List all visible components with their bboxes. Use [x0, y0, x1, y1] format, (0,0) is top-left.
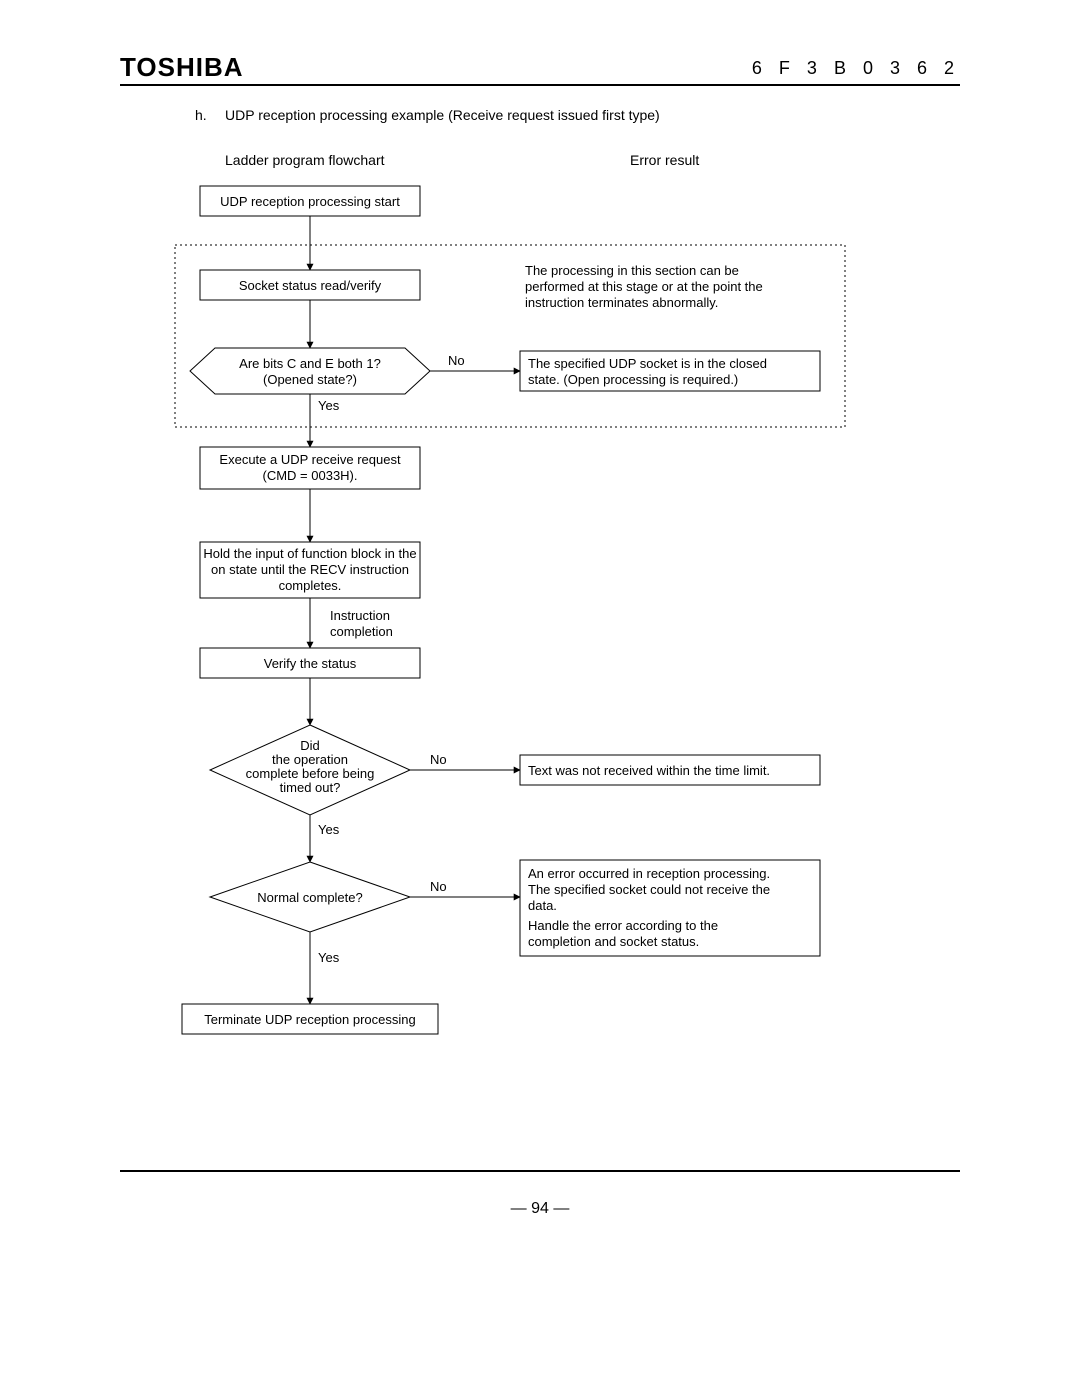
- node-normal-err-l1: An error occurred in reception processin…: [528, 866, 770, 881]
- section-note-l2: performed at this stage or at the point …: [525, 279, 763, 294]
- node-terminate-text: Terminate UDP reception processing: [204, 1012, 415, 1027]
- node-exec-l2: (CMD = 0033H).: [263, 468, 358, 483]
- node-timeout-l2: the operation: [272, 752, 348, 767]
- node-verify-status-text: Verify the status: [264, 656, 357, 671]
- node-timeout-l3: complete before being: [246, 766, 375, 781]
- label-no-2: No: [430, 752, 447, 767]
- node-bits-l1: Are bits C and E both 1?: [239, 356, 381, 371]
- label-error-result: Error result: [630, 152, 699, 168]
- section-note-l3: instruction terminates abnormally.: [525, 295, 718, 310]
- label-yes-3: Yes: [318, 950, 340, 965]
- page: TOSHIBA 6 F 3 B 0 3 6 2 h. UDP reception…: [0, 0, 1080, 1397]
- footer-rule: [120, 1170, 960, 1172]
- node-normal-err-l2: The specified socket could not receive t…: [528, 882, 770, 897]
- flowchart-svg: h. UDP reception processing example (Rec…: [0, 0, 1080, 1397]
- node-hold-l3: completes.: [279, 578, 342, 593]
- node-timeout-err-text: Text was not received within the time li…: [528, 763, 770, 778]
- label-yes-1: Yes: [318, 398, 340, 413]
- node-bits-decision: [190, 348, 430, 394]
- node-bits-l2: (Opened state?): [263, 372, 357, 387]
- label-no-1: No: [448, 353, 465, 368]
- section-title: UDP reception processing example (Receiv…: [225, 107, 660, 123]
- node-socket-verify-text: Socket status read/verify: [239, 278, 382, 293]
- node-normal-err-l3: data.: [528, 898, 557, 913]
- node-normal-err-l5: completion and socket status.: [528, 934, 699, 949]
- node-timeout-l4: timed out?: [280, 780, 341, 795]
- section-note-l1: The processing in this section can be: [525, 263, 739, 278]
- label-yes-2: Yes: [318, 822, 340, 837]
- page-number: — 94 —: [0, 1200, 1080, 1218]
- node-closed-l2: state. (Open processing is required.): [528, 372, 738, 387]
- node-hold-l2: on state until the RECV instruction: [211, 562, 409, 577]
- node-timeout-l1: Did: [300, 738, 320, 753]
- node-start-text: UDP reception processing start: [220, 194, 400, 209]
- node-hold-l1: Hold the input of function block in the: [203, 546, 416, 561]
- section-letter: h.: [195, 107, 207, 123]
- label-ladder: Ladder program flowchart: [225, 152, 385, 168]
- label-no-3: No: [430, 879, 447, 894]
- label-instr1: Instruction: [330, 608, 390, 623]
- node-normal-err-l4: Handle the error according to the: [528, 918, 718, 933]
- label-instr2: completion: [330, 624, 393, 639]
- node-normal-text: Normal complete?: [257, 890, 363, 905]
- node-closed-l1: The specified UDP socket is in the close…: [528, 356, 767, 371]
- node-exec-l1: Execute a UDP receive request: [219, 452, 401, 467]
